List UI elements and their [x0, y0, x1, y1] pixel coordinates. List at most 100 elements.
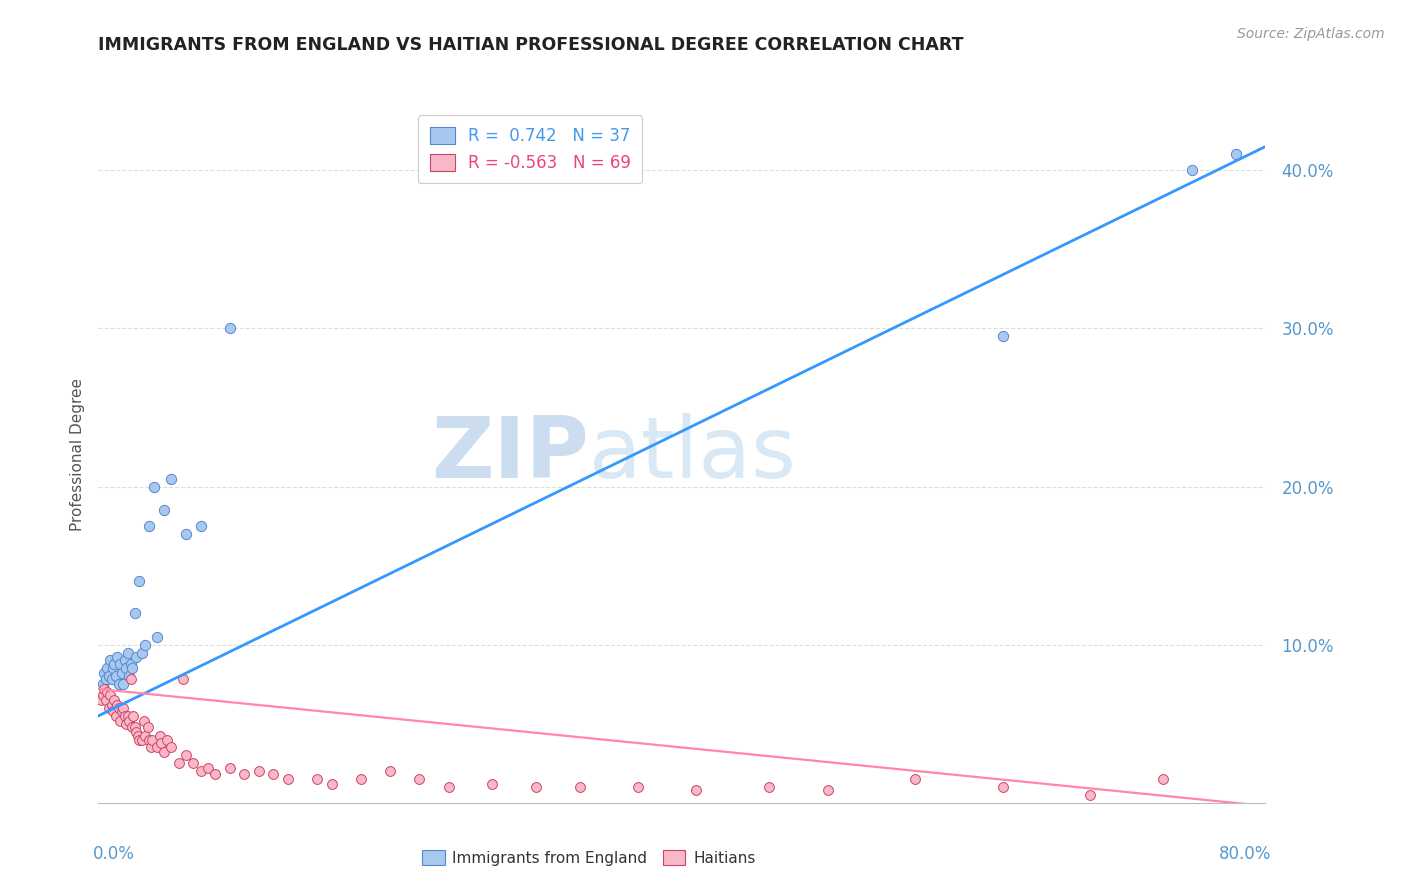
Point	[101, 704, 124, 718]
Text: atlas: atlas	[589, 413, 797, 497]
Point	[134, 730, 156, 744]
Point	[120, 673, 142, 687]
Point	[380, 764, 402, 779]
Point	[758, 780, 780, 794]
Point	[218, 761, 240, 775]
Point	[125, 650, 148, 665]
Text: IMMIGRANTS FROM ENGLAND VS HAITIAN PROFESSIONAL DEGREE CORRELATION CHART: IMMIGRANTS FROM ENGLAND VS HAITIAN PROFE…	[98, 36, 965, 54]
Point	[991, 329, 1014, 343]
Point	[114, 653, 136, 667]
Point	[156, 732, 179, 747]
Point	[127, 730, 149, 744]
Point	[181, 756, 204, 771]
Point	[190, 764, 212, 779]
Point	[121, 720, 143, 734]
Point	[91, 688, 114, 702]
Point	[146, 740, 169, 755]
Point	[111, 704, 134, 718]
Point	[174, 527, 197, 541]
Point	[350, 772, 373, 786]
Point	[121, 661, 143, 675]
Point	[108, 677, 131, 691]
Point	[153, 503, 176, 517]
Point	[105, 650, 128, 665]
Point	[128, 732, 150, 747]
Point	[991, 780, 1014, 794]
Point	[96, 685, 118, 699]
Point	[134, 638, 156, 652]
Point	[139, 740, 162, 755]
Point	[124, 606, 146, 620]
Point	[93, 666, 115, 681]
Point	[125, 724, 148, 739]
Point	[93, 681, 115, 696]
Point	[104, 669, 127, 683]
Point	[160, 740, 183, 755]
Point	[262, 767, 284, 781]
Point	[247, 764, 270, 779]
Point	[1225, 147, 1247, 161]
Point	[104, 708, 127, 723]
Text: Source: ZipAtlas.com: Source: ZipAtlas.com	[1237, 27, 1385, 41]
Point	[1080, 788, 1102, 802]
Point	[103, 657, 125, 671]
Point	[117, 708, 139, 723]
Point	[204, 767, 226, 781]
Point	[124, 720, 146, 734]
Point	[1152, 772, 1174, 786]
Point	[117, 646, 139, 660]
Text: 0.0%: 0.0%	[93, 845, 135, 863]
Point	[153, 745, 176, 759]
Point	[96, 661, 118, 675]
Point	[197, 761, 219, 775]
Point	[481, 777, 503, 791]
Point	[98, 653, 121, 667]
Point	[120, 657, 142, 671]
Y-axis label: Professional Degree: Professional Degree	[69, 378, 84, 532]
Point	[112, 677, 135, 691]
Point	[138, 732, 160, 747]
Point	[321, 777, 343, 791]
Point	[131, 646, 153, 660]
Point	[218, 321, 240, 335]
Point	[97, 701, 120, 715]
Point	[568, 780, 591, 794]
Point	[307, 772, 329, 786]
Text: ZIP: ZIP	[430, 413, 589, 497]
Point	[111, 666, 134, 681]
Point	[131, 732, 153, 747]
Point	[149, 730, 172, 744]
Point	[1181, 163, 1204, 178]
Point	[174, 748, 197, 763]
Point	[112, 701, 135, 715]
Point	[524, 780, 547, 794]
Point	[128, 574, 150, 589]
Point	[115, 716, 138, 731]
Text: 80.0%: 80.0%	[1219, 845, 1271, 863]
Point	[91, 677, 114, 691]
Point	[100, 698, 122, 712]
Point	[108, 701, 131, 715]
Point	[132, 714, 155, 728]
Point	[150, 736, 173, 750]
Point	[167, 756, 190, 771]
Point	[233, 767, 256, 781]
Point	[122, 708, 145, 723]
Point	[172, 673, 194, 687]
Point	[627, 780, 650, 794]
Point	[94, 673, 117, 687]
Point	[110, 714, 132, 728]
Point	[100, 673, 122, 687]
Point	[118, 669, 141, 683]
Point	[98, 688, 121, 702]
Point	[115, 661, 138, 675]
Point	[94, 693, 117, 707]
Point	[408, 772, 430, 786]
Point	[141, 732, 163, 747]
Point	[190, 519, 212, 533]
Point	[138, 519, 160, 533]
Point	[160, 472, 183, 486]
Point	[90, 693, 112, 707]
Point	[277, 772, 299, 786]
Point	[118, 714, 141, 728]
